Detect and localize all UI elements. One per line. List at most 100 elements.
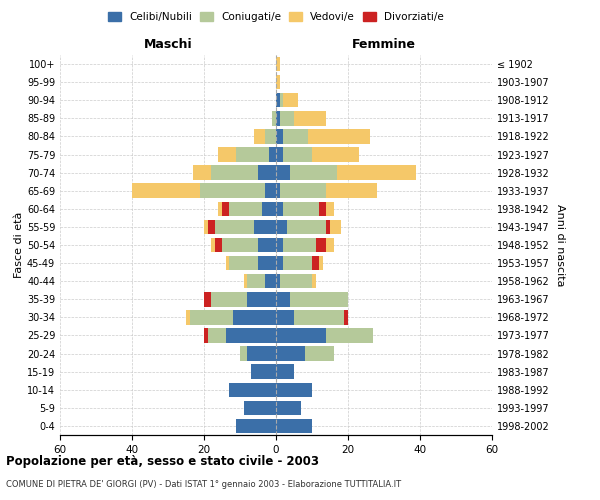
Bar: [276, 418, 312, 433]
Bar: [269, 148, 276, 162]
Bar: [226, 256, 229, 270]
Bar: [276, 238, 283, 252]
Bar: [265, 129, 276, 144]
Bar: [294, 310, 344, 324]
Bar: [276, 364, 294, 379]
Bar: [283, 238, 316, 252]
Text: Maschi: Maschi: [143, 38, 193, 52]
Bar: [326, 184, 377, 198]
Bar: [215, 220, 254, 234]
Bar: [276, 292, 290, 306]
Bar: [265, 274, 276, 288]
Legend: Celibi/Nubili, Coniugati/e, Vedovi/e, Divorziati/e: Celibi/Nubili, Coniugati/e, Vedovi/e, Di…: [104, 8, 448, 26]
Bar: [344, 310, 348, 324]
Bar: [276, 382, 312, 397]
Bar: [326, 202, 334, 216]
Bar: [294, 111, 326, 126]
Bar: [229, 202, 262, 216]
Bar: [193, 166, 211, 180]
Bar: [204, 292, 211, 306]
Bar: [247, 346, 276, 361]
Bar: [254, 220, 276, 234]
Bar: [290, 292, 348, 306]
Bar: [211, 166, 258, 180]
Bar: [272, 111, 276, 126]
Bar: [204, 328, 208, 342]
Bar: [265, 184, 276, 198]
Bar: [319, 202, 326, 216]
Bar: [276, 220, 287, 234]
Bar: [258, 238, 276, 252]
Y-axis label: Anni di nascita: Anni di nascita: [555, 204, 565, 286]
Bar: [211, 292, 247, 306]
Bar: [254, 129, 265, 144]
Bar: [229, 382, 276, 397]
Bar: [226, 328, 276, 342]
Bar: [208, 220, 215, 234]
Bar: [312, 256, 319, 270]
Bar: [244, 400, 276, 415]
Bar: [312, 148, 359, 162]
Bar: [276, 148, 283, 162]
Bar: [276, 346, 305, 361]
Bar: [283, 129, 308, 144]
Bar: [276, 202, 283, 216]
Text: Popolazione per età, sesso e stato civile - 2003: Popolazione per età, sesso e stato civil…: [6, 455, 319, 468]
Bar: [276, 274, 280, 288]
Bar: [240, 346, 247, 361]
Bar: [280, 274, 312, 288]
Bar: [308, 129, 370, 144]
Bar: [280, 184, 326, 198]
Bar: [283, 93, 298, 108]
Bar: [280, 111, 294, 126]
Bar: [218, 202, 222, 216]
Bar: [276, 75, 280, 90]
Bar: [326, 220, 330, 234]
Bar: [132, 184, 200, 198]
Bar: [326, 328, 373, 342]
Bar: [251, 364, 276, 379]
Bar: [276, 310, 294, 324]
Bar: [222, 238, 258, 252]
Bar: [283, 202, 319, 216]
Bar: [276, 129, 283, 144]
Bar: [186, 310, 190, 324]
Bar: [276, 328, 326, 342]
Bar: [236, 418, 276, 433]
Bar: [200, 184, 265, 198]
Y-axis label: Fasce di età: Fasce di età: [14, 212, 24, 278]
Bar: [276, 93, 280, 108]
Bar: [233, 310, 276, 324]
Bar: [244, 274, 247, 288]
Bar: [276, 111, 280, 126]
Bar: [222, 202, 229, 216]
Bar: [204, 220, 208, 234]
Bar: [262, 202, 276, 216]
Bar: [290, 166, 337, 180]
Bar: [276, 57, 280, 72]
Bar: [330, 220, 341, 234]
Bar: [211, 238, 215, 252]
Bar: [316, 238, 326, 252]
Bar: [190, 310, 233, 324]
Bar: [287, 220, 326, 234]
Bar: [247, 292, 276, 306]
Bar: [312, 274, 316, 288]
Bar: [218, 148, 236, 162]
Text: COMUNE DI PIETRA DE' GIORGI (PV) - Dati ISTAT 1° gennaio 2003 - Elaborazione TUT: COMUNE DI PIETRA DE' GIORGI (PV) - Dati …: [6, 480, 401, 489]
Bar: [208, 328, 226, 342]
Bar: [337, 166, 416, 180]
Bar: [215, 238, 222, 252]
Bar: [258, 256, 276, 270]
Bar: [229, 256, 258, 270]
Bar: [247, 274, 265, 288]
Bar: [276, 166, 290, 180]
Bar: [326, 238, 334, 252]
Bar: [236, 148, 269, 162]
Bar: [276, 400, 301, 415]
Bar: [283, 148, 312, 162]
Bar: [276, 256, 283, 270]
Bar: [276, 184, 280, 198]
Bar: [283, 256, 312, 270]
Bar: [319, 256, 323, 270]
